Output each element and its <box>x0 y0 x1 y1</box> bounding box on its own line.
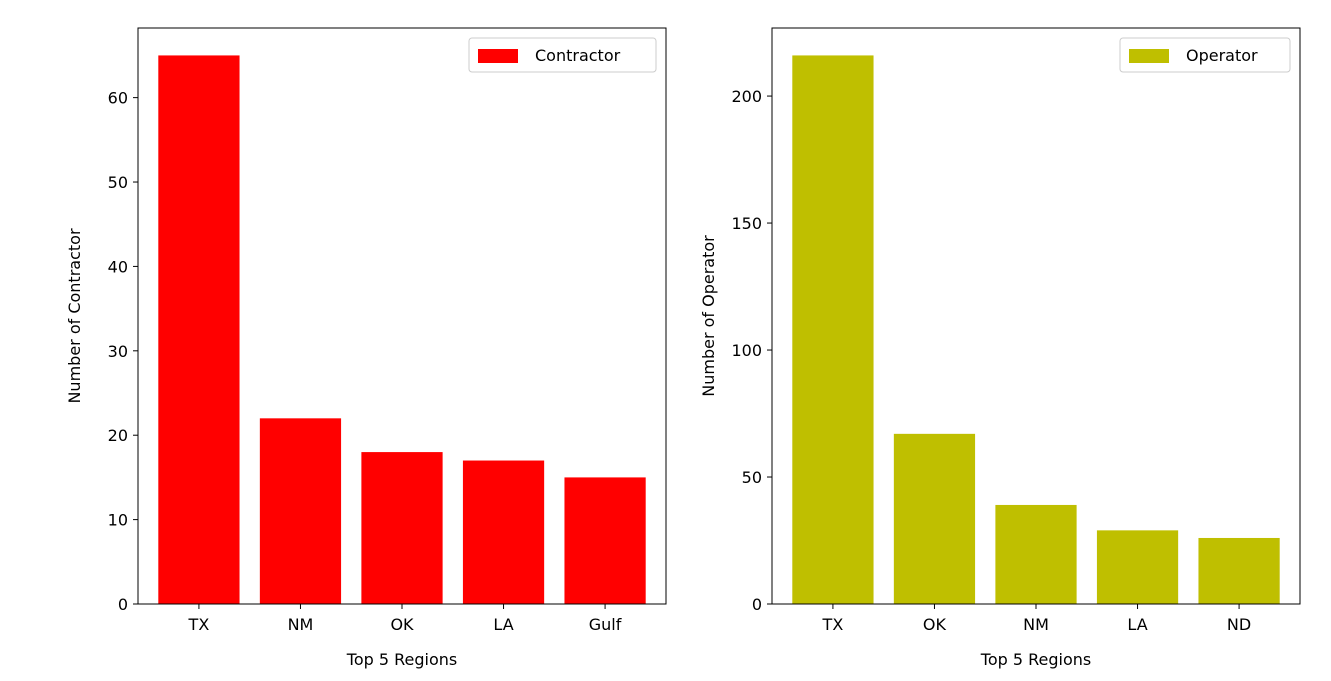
y-axis-label: Number of Operator <box>699 235 718 397</box>
x-tick-label: Gulf <box>589 615 622 634</box>
legend-label: Operator <box>1186 46 1258 65</box>
legend: Contractor <box>468 37 657 73</box>
y-tick-label: 30 <box>108 342 128 361</box>
x-tick-label: LA <box>493 615 513 634</box>
x-tick-label: TX <box>822 615 844 634</box>
bar-ok <box>893 433 976 604</box>
y-tick-label: 40 <box>108 257 128 276</box>
y-tick-label: 200 <box>731 87 762 106</box>
x-tick-label: NM <box>1023 615 1049 634</box>
bar-nm <box>259 418 342 604</box>
operator-chart: TX OK NM LA ND 0 50 100 150 200 Top 5 Regions Numbe… <box>699 27 1301 669</box>
y-axis-label: Number of Contractor <box>65 228 84 403</box>
x-axis-label: Top 5 Regions <box>980 650 1091 669</box>
y-tick-label: 20 <box>108 426 128 445</box>
bar-la <box>462 460 545 604</box>
bar-tx <box>158 55 240 604</box>
bar-gulf <box>564 477 646 604</box>
x-tick-label: LA <box>1127 615 1147 634</box>
bar-tx <box>792 55 874 604</box>
bar-nm <box>995 504 1077 604</box>
y-tick-label: 0 <box>752 595 762 614</box>
legend-box <box>468 37 657 73</box>
legend-box <box>1119 37 1291 73</box>
x-tick-label: OK <box>390 615 414 634</box>
legend-swatch <box>1129 49 1169 63</box>
y-tick-label: 150 <box>731 214 762 233</box>
y-tick-label: 10 <box>108 511 128 530</box>
legend-swatch <box>478 49 518 63</box>
legend: Operator <box>1119 37 1291 73</box>
y-tick-label: 100 <box>731 341 762 360</box>
bar-nd <box>1198 537 1280 604</box>
y-tick-label: 60 <box>108 89 128 108</box>
bar-la <box>1096 530 1179 604</box>
bar-ok <box>361 452 443 604</box>
y-tick-label: 50 <box>108 173 128 192</box>
y-tick-label: 0 <box>118 595 128 614</box>
legend-label: Contractor <box>535 46 621 65</box>
x-tick-label: NM <box>288 615 314 634</box>
x-tick-label: TX <box>188 615 210 634</box>
x-tick-label: ND <box>1227 615 1251 634</box>
contractor-chart: TX NM OK LA Gulf 0 10 20 30 40 50 60 Top 5 Regions Nu… <box>65 27 667 669</box>
x-tick-label: OK <box>923 615 947 634</box>
x-axis-label: Top 5 Regions <box>346 650 457 669</box>
y-tick-label: 50 <box>742 468 762 487</box>
